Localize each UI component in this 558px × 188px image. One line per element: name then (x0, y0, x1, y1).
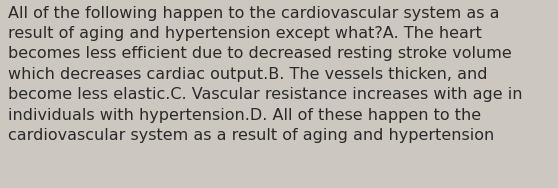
Text: All of the following happen to the cardiovascular system as a
result of aging an: All of the following happen to the cardi… (8, 6, 523, 143)
